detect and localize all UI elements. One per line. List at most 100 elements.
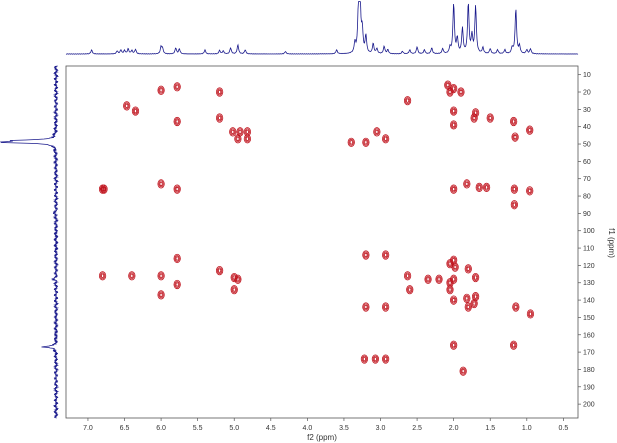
y-tick-label: 200 (583, 402, 595, 409)
cross-peak (446, 285, 454, 295)
cross-peak (173, 184, 181, 194)
y-tick-label: 170 (583, 350, 595, 357)
cross-peak (229, 127, 237, 137)
x-tick-label: 6.0 (156, 425, 166, 432)
cross-peak (157, 85, 165, 95)
x-tick-label: 4.0 (303, 425, 313, 432)
x-tick-label: 2.0 (449, 425, 459, 432)
cross-peak (470, 298, 478, 309)
cross-peaks (98, 80, 535, 376)
y-tick-label: 70 (583, 176, 591, 183)
cross-peak (123, 101, 131, 111)
cross-peak (100, 184, 108, 194)
x-tick-label: 3.0 (376, 425, 386, 432)
cross-peak (511, 132, 519, 142)
y-tick-label: 80 (583, 194, 591, 201)
cross-peak (157, 179, 165, 189)
cross-peak (406, 285, 414, 295)
cross-peak (450, 340, 458, 350)
cross-peak (131, 106, 140, 116)
cross-peak (347, 137, 355, 147)
x-tick-label: 1.5 (485, 425, 495, 432)
y-tick-label: 40 (583, 124, 591, 131)
cross-peak (403, 271, 412, 281)
x-tick-label: 4.5 (266, 425, 276, 432)
cross-peak (230, 285, 238, 295)
cross-peak (486, 113, 494, 123)
y-tick-label: 10 (583, 72, 591, 79)
f1-projection-trace (0, 65, 60, 419)
cross-peak (157, 271, 165, 281)
y-tick-label: 110 (583, 246, 594, 253)
x-tick-label: 5.0 (229, 425, 239, 432)
cross-peak (173, 279, 181, 290)
cross-peak (373, 127, 381, 137)
cross-peak (173, 253, 181, 264)
x-tick-label: 1.0 (522, 425, 532, 432)
cross-peak (450, 184, 458, 194)
x-axis-ticks: 7.0 6.5 6.0 5.5 5.0 4.5 4.0 3.5 3.0 2.5 2.0 1.5 1.0 0… (83, 418, 568, 432)
y-tick-label: 20 (583, 90, 591, 97)
cross-peak (382, 250, 390, 260)
f1-projection (0, 65, 60, 419)
cross-peak (173, 82, 181, 92)
y-tick-label: 180 (583, 367, 595, 374)
cross-peak (382, 354, 390, 364)
y-tick-label: 190 (583, 384, 595, 391)
x-axis-title: f2 (ppm) (307, 433, 337, 442)
plot-frame (65, 65, 579, 419)
x-tick-label: 6.5 (120, 425, 130, 432)
cross-peak (510, 184, 518, 194)
cross-peak (157, 290, 165, 300)
cross-peak (234, 134, 242, 144)
cross-peak (243, 134, 251, 144)
cross-peak (362, 250, 370, 260)
y-tick-label: 150 (583, 315, 595, 322)
cross-peak (526, 309, 535, 319)
cross-peak (459, 366, 467, 376)
y-tick-label: 60 (583, 159, 591, 166)
cross-peak (362, 137, 370, 147)
cross-peak (234, 274, 242, 284)
x-tick-label: 7.0 (83, 425, 93, 432)
cross-peak (512, 302, 520, 312)
cross-peak (216, 87, 224, 97)
y-tick-label: 100 (583, 228, 595, 235)
cross-peak (510, 200, 518, 210)
cross-peak (510, 116, 518, 127)
y-tick-label: 120 (583, 263, 595, 270)
cross-peak (450, 274, 458, 284)
cross-peak (216, 266, 224, 276)
cross-peak (450, 295, 458, 305)
y-tick-label: 130 (583, 280, 595, 287)
cross-peak (371, 354, 379, 364)
cross-peak (450, 83, 458, 94)
cross-peak (424, 274, 432, 284)
x-tick-label: 3.5 (339, 425, 349, 432)
y-tick-label: 30 (583, 107, 591, 114)
cross-peak (526, 186, 534, 196)
cross-peak (403, 96, 412, 106)
x-tick-label: 5.5 (193, 425, 203, 432)
cross-peak (128, 271, 136, 281)
cross-peak (526, 125, 534, 135)
cross-peak (450, 120, 458, 130)
cross-peak (435, 274, 443, 284)
x-tick-label: 0.5 (559, 425, 569, 432)
y-tick-label: 90 (583, 211, 591, 218)
cross-peak (173, 116, 181, 127)
cross-peak (362, 302, 370, 312)
y-tick-label: 140 (583, 298, 595, 305)
cross-peak (450, 106, 458, 116)
x-tick-label: 2.5 (412, 425, 422, 432)
cross-peak (463, 179, 471, 189)
cross-peak (360, 354, 369, 364)
y-tick-label: 160 (583, 332, 595, 339)
y-tick-label: 50 (583, 142, 591, 149)
f2-projection (65, 0, 579, 55)
y-axis-ticks: 10 20 30 40 50 60 70 80 90 100 110 120 130 140 150 160 1… (578, 72, 595, 409)
cross-peak (463, 293, 471, 303)
y-axis-title: f1 (ppm) (607, 228, 616, 258)
cross-peak (457, 87, 465, 97)
